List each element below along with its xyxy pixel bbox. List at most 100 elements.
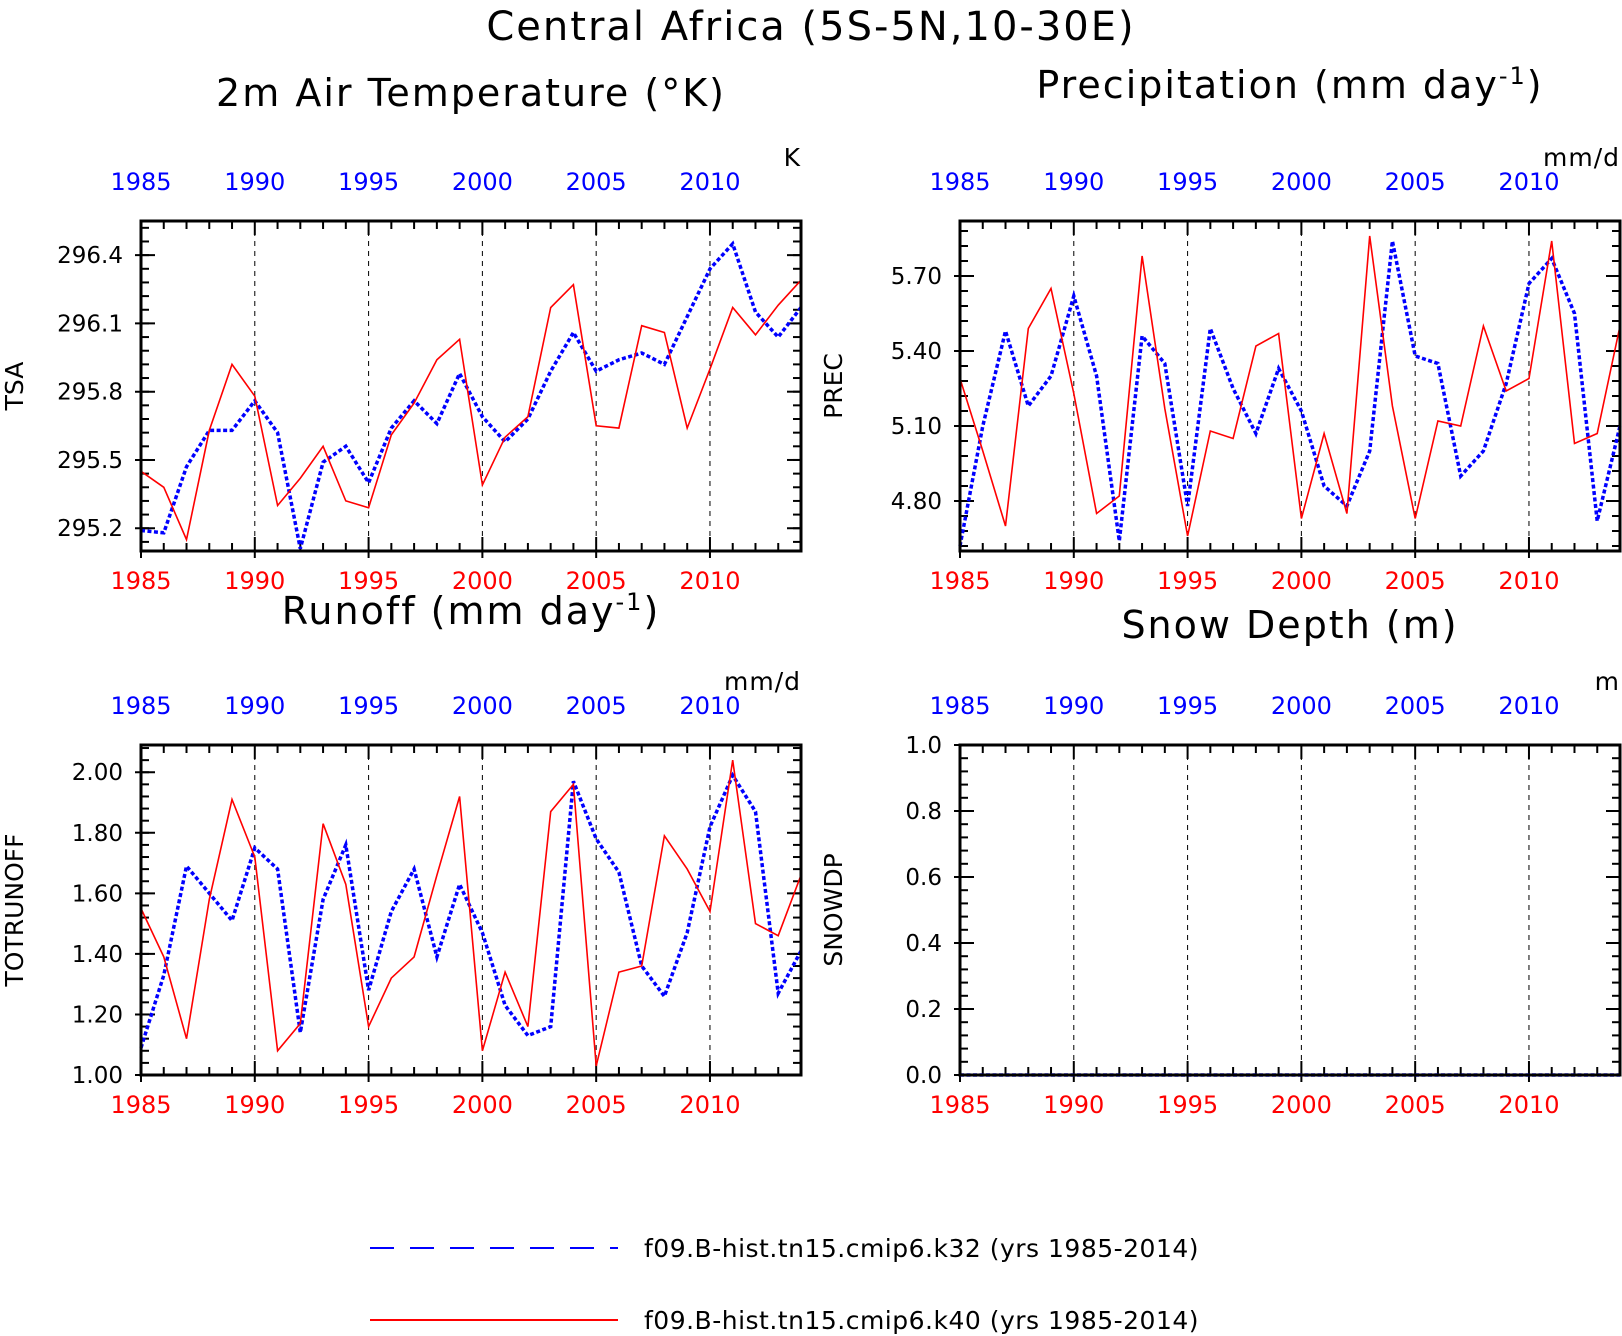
panel-title-text: Runoff (mm day [282, 589, 616, 633]
legend-label-2: f09.B-hist.tn15.cmip6.k40 (yrs 1985-2014… [644, 1306, 1199, 1335]
y-axis-label: SNOWDP [819, 853, 848, 966]
x-tick-label-top: 2000 [452, 692, 513, 720]
x-tick-label-top: 1995 [338, 168, 399, 196]
y-tick-label: 2.00 [72, 760, 123, 786]
panel-4: Snow Depth (m) m SNOWDP 1985 1985 1990 1990 199… [819, 603, 1622, 1119]
x-tick-label-bottom: 1990 [1043, 567, 1104, 595]
y-tick-label: 5.10 [891, 414, 942, 440]
x-tick-label-top: 1990 [224, 692, 285, 720]
legend: f09.B-hist.tn15.cmip6.k32 (yrs 1985-2014… [370, 1234, 1199, 1335]
x-tick-label-top: 2010 [1498, 168, 1559, 196]
series-line-blue [958, 240, 1622, 547]
y-axis-label: TSA [0, 362, 29, 412]
plot-frame [139, 219, 803, 553]
y-tick-label: 296.4 [57, 243, 123, 269]
x-tick-label-top: 1995 [1157, 692, 1218, 720]
x-tick-label-bottom: 2000 [1271, 567, 1332, 595]
x-tick-label-bottom: 1985 [929, 567, 990, 595]
y-tick-label: 1.80 [72, 821, 123, 847]
panel-title-superscript: -1 [1499, 62, 1527, 90]
series-line-blue [139, 771, 803, 1049]
y-tick-label: 296.1 [57, 311, 123, 337]
series-line-blue [140, 240, 803, 550]
x-tick-label-top: 1985 [110, 692, 171, 720]
series-line-red [140, 279, 802, 543]
x-tick-label-bottom: 1995 [338, 567, 399, 595]
y-tick-label: 0.0 [905, 1063, 942, 1089]
panel-3: Runoff (mm day-1) mm/d TOTRUNOFF 1985 1985 19… [0, 588, 803, 1119]
y-tick-label: 295.8 [57, 380, 123, 406]
x-tick-label-bottom: 2000 [1271, 1091, 1332, 1119]
x-tick-label-top: 1990 [1043, 168, 1104, 196]
x-tick-label-bottom: 2005 [1385, 1091, 1446, 1119]
units-label: mm/d [724, 667, 801, 696]
y-tick-label: 0.6 [905, 865, 942, 891]
units-label: m [1595, 667, 1620, 696]
panel-title-close: ) [643, 589, 660, 633]
x-tick-label-bottom: 2005 [566, 1091, 627, 1119]
x-tick-label-bottom: 1985 [110, 567, 171, 595]
y-tick-label: 1.60 [72, 881, 123, 907]
series-line-red [140, 759, 802, 1067]
x-tick-label-top: 2010 [679, 168, 740, 196]
x-tick-label-top: 1985 [929, 692, 990, 720]
plot-frame [958, 219, 1622, 553]
x-tick-label-bottom: 1995 [338, 1091, 399, 1119]
x-tick-label-top: 2005 [1385, 168, 1446, 196]
y-axis-label: TOTRUNOFF [0, 833, 29, 987]
y-tick-label: 5.40 [891, 339, 942, 365]
y-tick-label: 5.70 [891, 264, 942, 290]
x-tick-label-top: 2005 [1385, 692, 1446, 720]
panel-title-close: ) [1527, 63, 1544, 107]
x-tick-label-bottom: 2010 [1498, 1091, 1559, 1119]
x-tick-label-bottom: 1990 [224, 1091, 285, 1119]
x-tick-label-top: 2005 [566, 692, 627, 720]
panel-title-superscript: -1 [616, 588, 644, 616]
legend-label-1: f09.B-hist.tn15.cmip6.k32 (yrs 1985-2014… [644, 1234, 1199, 1263]
x-tick-label-top: 1985 [110, 168, 171, 196]
y-tick-label: 0.2 [905, 997, 942, 1023]
x-tick-label-bottom: 1985 [110, 1091, 171, 1119]
x-tick-label-top: 2000 [1271, 692, 1332, 720]
y-tick-label: 1.0 [905, 733, 942, 759]
x-tick-label-bottom: 2000 [452, 1091, 513, 1119]
x-tick-label-top: 1995 [338, 692, 399, 720]
panel-title: Runoff (mm day-1) [282, 588, 661, 633]
units-label: mm/d [1543, 143, 1620, 172]
y-tick-label: 1.20 [72, 1002, 123, 1028]
x-tick-label-bottom: 2010 [1498, 567, 1559, 595]
x-tick-label-top: 2005 [566, 168, 627, 196]
panel-title-text: Snow Depth (m) [1121, 603, 1458, 647]
x-tick-label-top: 2000 [1271, 168, 1332, 196]
figure-title: Central Africa (5S-5N,10-30E) [486, 4, 1135, 50]
x-tick-label-bottom: 1995 [1157, 1091, 1218, 1119]
x-tick-label-top: 2000 [452, 168, 513, 196]
x-tick-label-bottom: 2010 [679, 567, 740, 595]
panel-title-text: 2m Air Temperature (°K) [216, 71, 726, 115]
x-tick-label-top: 2010 [1498, 692, 1559, 720]
plot-frame [958, 743, 1622, 1077]
panel-title-text: Precipitation (mm day [1036, 63, 1498, 107]
x-tick-label-bottom: 2010 [679, 1091, 740, 1119]
x-tick-label-bottom: 1990 [1043, 1091, 1104, 1119]
panel-1: 2m Air Temperature (°K) K TSA 1985 1985 1990 1… [0, 71, 803, 595]
x-tick-label-bottom: 1995 [1157, 567, 1218, 595]
y-tick-label: 1.00 [72, 1063, 123, 1089]
x-tick-label-top: 1990 [1043, 692, 1104, 720]
y-tick-label: 0.8 [905, 799, 942, 825]
y-tick-label: 295.5 [57, 448, 123, 474]
y-tick-label: 0.4 [905, 931, 942, 957]
x-tick-label-bottom: 2000 [452, 567, 513, 595]
x-tick-label-top: 1990 [224, 168, 285, 196]
panel-title: 2m Air Temperature (°K) [216, 71, 726, 115]
x-tick-label-top: 1995 [1157, 168, 1218, 196]
panel-title: Precipitation (mm day-1) [1036, 62, 1543, 107]
x-tick-label-bottom: 1990 [224, 567, 285, 595]
x-tick-label-bottom: 2005 [1385, 567, 1446, 595]
y-axis-label: PREC [819, 353, 848, 419]
plot-frame [139, 743, 803, 1077]
panel-2: Precipitation (mm day-1) mm/d PREC 1985 1985… [819, 62, 1622, 595]
x-tick-label-top: 1985 [929, 168, 990, 196]
panel-title: Snow Depth (m) [1121, 603, 1458, 647]
